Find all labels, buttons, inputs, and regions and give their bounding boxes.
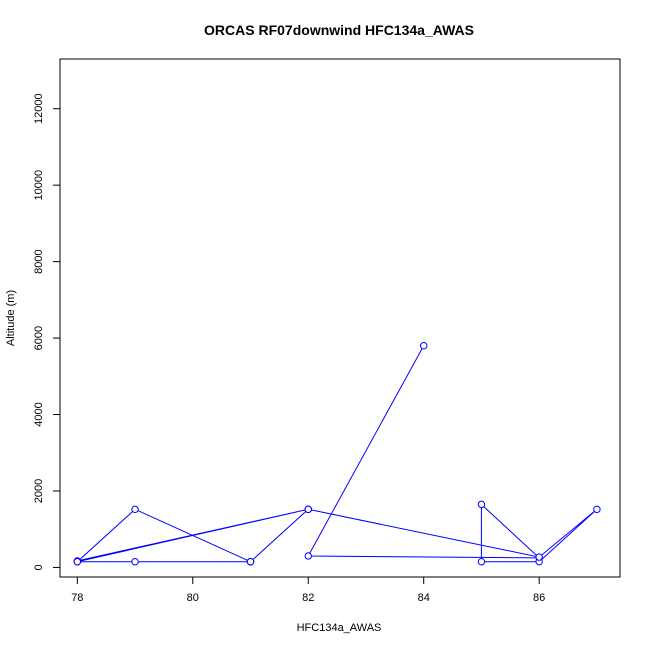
x-tick-label: 84 xyxy=(418,592,430,604)
x-tick-label: 80 xyxy=(187,592,199,604)
y-tick-label: 4000 xyxy=(33,402,45,426)
data-point xyxy=(131,558,139,566)
x-axis-label: HFC134a_AWAS xyxy=(297,622,382,634)
data-point xyxy=(304,552,312,560)
x-axis: 78 80 82 84 86 xyxy=(71,576,545,604)
x-tick-label: 78 xyxy=(71,592,83,604)
y-tick-label: 12000 xyxy=(33,93,45,124)
y-tick-label: 0 xyxy=(33,564,45,570)
data-point xyxy=(477,500,486,509)
data-point xyxy=(304,505,312,514)
chart-title: ORCAS RF07downwind HFC134a_AWAS xyxy=(204,22,474,38)
y-tick-label: 10000 xyxy=(33,170,45,201)
data-point xyxy=(477,558,486,566)
data-point xyxy=(420,342,428,350)
data-point xyxy=(535,553,543,561)
y-axis-label: Altitude (m) xyxy=(5,290,17,346)
data-point xyxy=(131,505,139,514)
data-point xyxy=(73,558,82,566)
data-point xyxy=(246,558,255,566)
x-tick-label: 82 xyxy=(302,592,314,604)
series-layer xyxy=(73,342,601,566)
y-tick-label: 2000 xyxy=(33,479,45,503)
y-axis: 0 2000 4000 6000 8000 10000 12000 xyxy=(33,93,61,571)
data-point xyxy=(593,505,601,514)
x-tick-label: 86 xyxy=(533,592,545,604)
y-tick-label: 8000 xyxy=(33,249,45,273)
y-tick-label: 6000 xyxy=(33,326,45,350)
